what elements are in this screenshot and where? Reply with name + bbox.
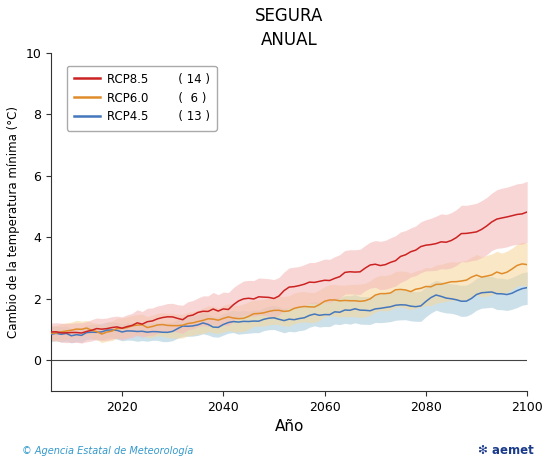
Y-axis label: Cambio de la temperatura mínima (°C): Cambio de la temperatura mínima (°C) — [7, 106, 20, 338]
Legend: RCP8.5        ( 14 ), RCP6.0        (  6 ), RCP4.5        ( 13 ): RCP8.5 ( 14 ), RCP6.0 ( 6 ), RCP4.5 ( 13… — [67, 66, 217, 130]
X-axis label: Año: Año — [274, 419, 304, 434]
Text: © Agencia Estatal de Meteorología: © Agencia Estatal de Meteorología — [22, 446, 194, 456]
Title: SEGURA
ANUAL: SEGURA ANUAL — [255, 7, 323, 49]
Text: ❇ aemet: ❇ aemet — [478, 444, 534, 456]
